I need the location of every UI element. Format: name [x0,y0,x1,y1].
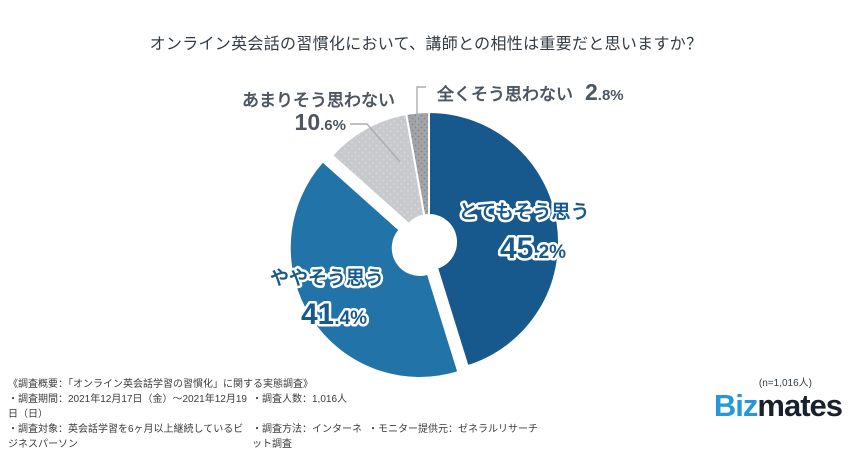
survey-respondents: ・調査人数：1,016人 [252,394,348,405]
pct-main: 2 [585,79,598,105]
leader-line-slightly-disagree [350,123,401,163]
slice-value-strongly-disagree: 2.8% [585,79,624,105]
pie-slices [288,110,560,379]
pie-slice-2 [330,112,426,226]
survey-note-row: ・調査対象：英会話学習を6ヶ月以上継続しているビジネスパーソン ・調査方法：イン… [8,422,538,452]
logo-part-mates: mates [757,388,843,423]
survey-target: ・調査対象：英会話学習を6ヶ月以上継続しているビジネスパーソン [8,424,244,450]
slice-value-slightly-disagree: 10.6% [295,109,346,135]
slice-label-slightly-disagree: あまりそう思わない [242,91,395,110]
survey-note-row: ・調査期間：2021年12月17日（金）～2021年12月19日（日） ・調査人… [8,392,538,422]
pct-main: 41 [301,298,334,331]
survey-method: ・調査方法：インターネット調査 [252,424,362,450]
pie-slice-1 [288,159,460,379]
pie-slice-0 [428,110,560,368]
slice-label-strongly-agree: とてもそう思う [458,201,589,223]
pct-frac: .4% [334,308,367,329]
slice-label-strongly-disagree: 全くそう思わない [436,84,573,104]
survey-note-heading: 《調査概要：「オンライン英会話学習の習慣化」に関する実態調査》 [8,377,538,392]
logo-part-biz: Biz [713,388,758,423]
slice-value-strongly-agree: 45.2% [500,232,566,265]
bizmates-logo: Bizmates [713,388,843,424]
survey-monitor-provider: ・モニター提供元：ゼネラルリサーチ [368,424,538,435]
pct-main: 45 [500,232,533,265]
pie-slice-3 [405,110,430,217]
pct-frac: .8% [598,87,624,104]
chart-title: オンライン英会話の習慣化において、講師との相性は重要だと思いますか？ [149,36,703,53]
pct-main: 10 [295,109,321,135]
pct-frac: .6% [320,117,346,134]
survey-notes: 《調査概要：「オンライン英会話学習の習慣化」に関する実態調査》 ・調査期間：20… [8,377,538,452]
pct-frac: .2% [533,242,566,263]
slice-value-somewhat-agree: 41.4% [301,298,367,331]
leader-line-strongly-disagree [416,86,426,127]
sample-size-note: (n=1,016人) [758,378,812,389]
slice-label-somewhat-agree: ややそう思う [270,267,384,289]
survey-heading-text: 《調査概要：「オンライン英会話学習の習慣化」に関する実態調査》 [8,379,313,390]
survey-period: ・調査期間：2021年12月17日（金）～2021年12月19日（日） [8,394,247,420]
